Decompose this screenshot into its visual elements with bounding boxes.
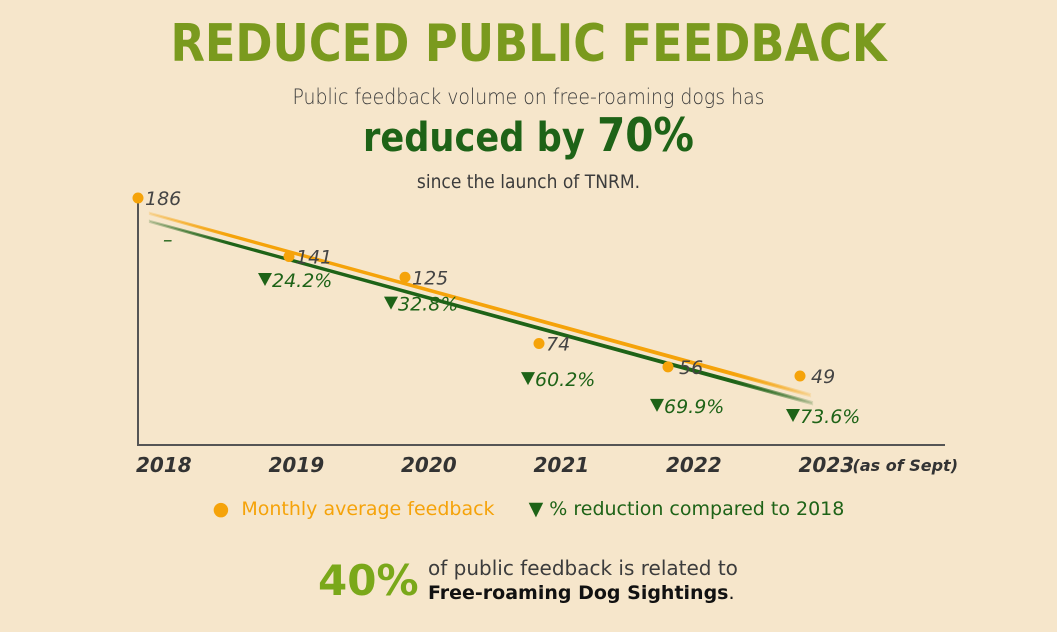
reduction-data-label: – [163,229,173,251]
feedback-data-label: 56 [679,357,703,379]
headline-prefix: reduced by [363,115,598,161]
page-title: REDUCED PUBLIC FEEDBACK [170,14,887,74]
since-text: since the launch of TNRM. [416,171,641,193]
reduction-data-label: 32.8% [398,294,458,316]
feedback-point [132,192,144,204]
footer-stat: 40% of public feedback is related to Fre… [318,556,798,616]
feedback-point [662,361,674,373]
reduction-triangle-marker [521,372,535,386]
headline-value: 70% [597,108,694,162]
feedback-data-label: 49 [811,366,835,388]
reduction-data-label: 60.2% [535,369,595,391]
footer-line-1: of public feedback is related to [428,556,738,580]
x-tick-label: 2020 [401,453,457,477]
footer-line-2: Free-roaming Dog Sightings. [428,582,735,604]
x-tick-label: 2019 [269,453,325,477]
reduction-data-label: 73.6% [800,406,860,428]
footer-percentage: 40% [318,556,419,605]
reduction-triangle-marker [384,296,398,310]
headline: reduced by 70% [63,108,993,162]
footer-period: . [728,582,735,604]
legend-label: Monthly average feedback [241,498,495,520]
legend-label: % reduction compared to 2018 [549,498,845,520]
feedback-data-label: 125 [412,267,448,289]
reduction-triangle-marker [786,409,800,422]
legend-item-monthly: ● Monthly average feedback [213,498,495,520]
circle-marker-icon: ● [212,498,230,520]
reduction-triangle-marker [650,398,664,412]
feedback-point [399,271,411,283]
feedback-data-label: 141 [296,246,332,268]
x-tick-label: 2018 [136,453,192,477]
feedback-data-label: 74 [546,334,570,356]
reduction-data-label: 69.9% [664,396,724,418]
legend-item-reduction: ▼ % reduction compared to 2018 [529,498,845,520]
green-trend-line [148,219,814,406]
subtitle: Public feedback volume on free-roaming d… [292,85,765,109]
x-tick-label: 2022 [666,453,722,477]
x-tick-label: 2023 [799,453,855,477]
reduction-data-label: 24.2% [272,270,332,292]
orange-trend-line [148,211,812,398]
feedback-data-label: 186 [145,188,181,210]
feedback-point [794,370,806,382]
feedback-point [283,250,295,262]
x-tick-note: (as of Sept) [853,456,959,475]
reduction-triangle-marker [258,273,272,286]
triangle-down-icon: ▼ [528,498,544,520]
legend: ● Monthly average feedback ▼ % reduction… [0,498,1057,520]
footer-highlight: Free-roaming Dog Sightings [428,582,729,604]
x-tick-label: 2021 [534,453,590,477]
feedback-point [533,338,545,350]
